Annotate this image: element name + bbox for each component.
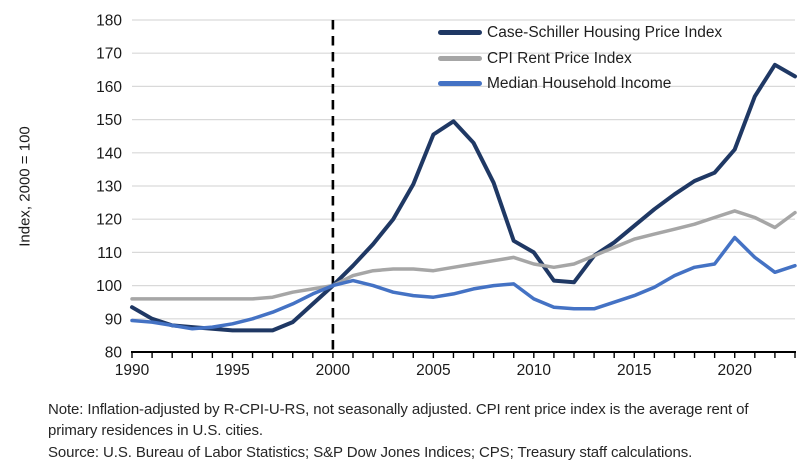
legend-line-swatch — [438, 81, 482, 87]
x-tick-label: 1995 — [215, 362, 249, 379]
y-tick-label: 170 — [96, 46, 122, 63]
legend-row: Case-Schiller Housing Price Index — [438, 20, 722, 46]
x-tick-label: 2005 — [416, 362, 450, 379]
y-tick-label: 80 — [105, 345, 123, 362]
y-tick-label: 150 — [96, 112, 122, 129]
legend-label: Median Household Income — [487, 75, 672, 92]
y-tick-label: 130 — [96, 179, 122, 196]
legend-line-swatch — [438, 55, 482, 61]
y-tick-label: 100 — [96, 278, 122, 295]
y-tick-label: 140 — [96, 145, 122, 162]
chart-container: 1990 1995 2000 2005 2010 2015 2020 80 90 100 110 12… — [16, 13, 797, 379]
y-tick-label: 110 — [97, 245, 122, 262]
series-line-median-household-income — [130, 235, 797, 331]
x-tick-label: 2020 — [717, 362, 752, 379]
y-tick-label: 90 — [105, 311, 123, 328]
y-axis-title: Index, 2000 = 100 — [16, 126, 34, 247]
chart-footnotes: Note: Inflation-adjusted by R-CPI-U-RS, … — [48, 399, 772, 463]
legend-line-swatch — [438, 30, 482, 36]
price-income-line-chart: 1990 1995 2000 2005 2010 2015 2020 80 90 100 110 12… — [96, 13, 797, 379]
legend-row: CPI Rent Price Index — [438, 46, 722, 72]
x-tick-label: 1990 — [115, 362, 150, 379]
legend-label: CPI Rent Price Index — [487, 49, 632, 67]
legend-label: Case-Schiller Housing Price Index — [487, 24, 723, 41]
chart-legend: Case-Schiller Housing Price Index CPI Ren… — [438, 20, 722, 97]
x-tick-label: 2000 — [316, 362, 351, 379]
legend-row: Median Household Income — [438, 71, 722, 97]
x-tick-label: 2010 — [517, 362, 552, 379]
source-text: Source: U.S. Bureau of Labor Statistics;… — [48, 443, 693, 461]
y-tick-label: 160 — [96, 79, 122, 96]
y-tick-label: 120 — [96, 212, 122, 229]
y-tick-label: 180 — [96, 13, 122, 30]
note-text: Note: Inflation-adjusted by R-CPI-U-RS, … — [48, 401, 749, 440]
x-tick-label: 2015 — [617, 362, 651, 379]
series-line-cpi-rent-price-index — [130, 209, 797, 301]
series-line-case-schiller-housing-price-index — [130, 62, 797, 333]
